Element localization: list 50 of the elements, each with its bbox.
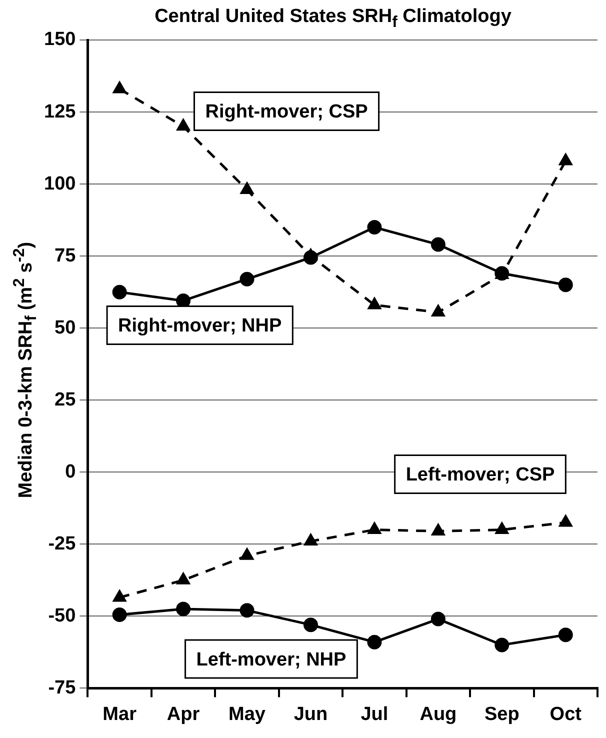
point <box>432 304 445 316</box>
point <box>112 284 127 300</box>
point <box>176 119 190 131</box>
x-tick-label: May <box>228 704 266 725</box>
series-label: Right-mover; CSP <box>205 102 368 123</box>
point <box>240 603 254 618</box>
point <box>112 607 127 622</box>
point <box>559 515 572 527</box>
point <box>176 572 190 584</box>
x-tick-label: Apr <box>166 704 200 725</box>
x-tick-label: Aug <box>420 704 457 725</box>
y-tick-label: 0 <box>65 461 76 482</box>
x-tick-label: Sep <box>484 704 520 725</box>
point <box>494 638 510 652</box>
point <box>367 220 382 235</box>
y-tick-label: 100 <box>44 173 76 194</box>
y-tick-label: 125 <box>44 101 76 122</box>
y-tick-label: 75 <box>54 245 76 266</box>
x-tick-label: Jul <box>360 704 388 725</box>
y-tick-label: 150 <box>44 29 76 50</box>
point <box>303 618 318 632</box>
point <box>559 154 572 166</box>
point <box>113 590 126 602</box>
y-tick-label: -50 <box>48 605 76 626</box>
x-tick-label: Jun <box>294 704 328 725</box>
series-label: Left-mover; CSP <box>406 464 555 486</box>
y-tick-label: 50 <box>54 317 76 338</box>
y-tick-label: -75 <box>48 677 76 698</box>
point <box>430 237 446 252</box>
x-tick-label: Oct <box>550 704 582 725</box>
point <box>558 278 573 292</box>
point <box>240 548 254 560</box>
chart-title: Central United States SRH$_{f}$ Climatology <box>154 6 512 31</box>
point <box>558 628 573 642</box>
y-tick-label: 25 <box>54 389 76 410</box>
series-label: Left-mover; NHP <box>196 649 347 670</box>
point <box>432 524 445 536</box>
point <box>367 634 382 650</box>
point <box>430 612 446 626</box>
point <box>240 182 254 194</box>
x-tick-label: Mar <box>102 704 138 725</box>
point <box>495 522 508 534</box>
point <box>368 298 381 310</box>
y-tick-label: -25 <box>48 533 76 554</box>
point <box>368 522 381 534</box>
series-label: Right-mover; NHP <box>118 315 282 336</box>
point <box>176 602 191 616</box>
point <box>304 534 318 546</box>
point <box>240 272 254 286</box>
point <box>113 82 126 94</box>
